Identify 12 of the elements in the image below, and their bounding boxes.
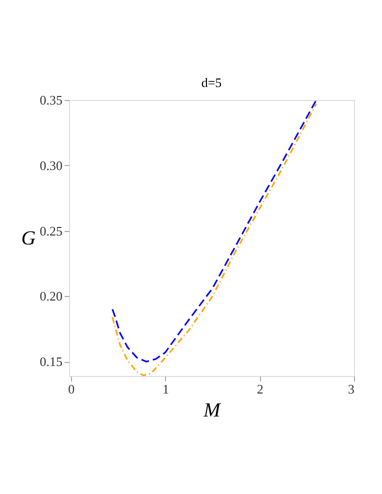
x-axis-title: M (202, 400, 222, 422)
y-tick-label: 0.35 (40, 92, 62, 108)
y-tick-label: 0.25 (40, 223, 62, 238)
x-tick-label: 3 (348, 382, 354, 396)
y-tick-label: 0.30 (40, 158, 62, 173)
x-tick-label: 1 (162, 382, 170, 396)
y-axis-title: G (21, 228, 36, 250)
x-tick-label: 0 (68, 382, 75, 396)
y-tick-label: 0.15 (40, 354, 62, 370)
y-tick-label: 0.20 (40, 288, 62, 304)
x-tick-label: 2 (256, 382, 264, 396)
chart-title: d=5 (201, 75, 222, 90)
